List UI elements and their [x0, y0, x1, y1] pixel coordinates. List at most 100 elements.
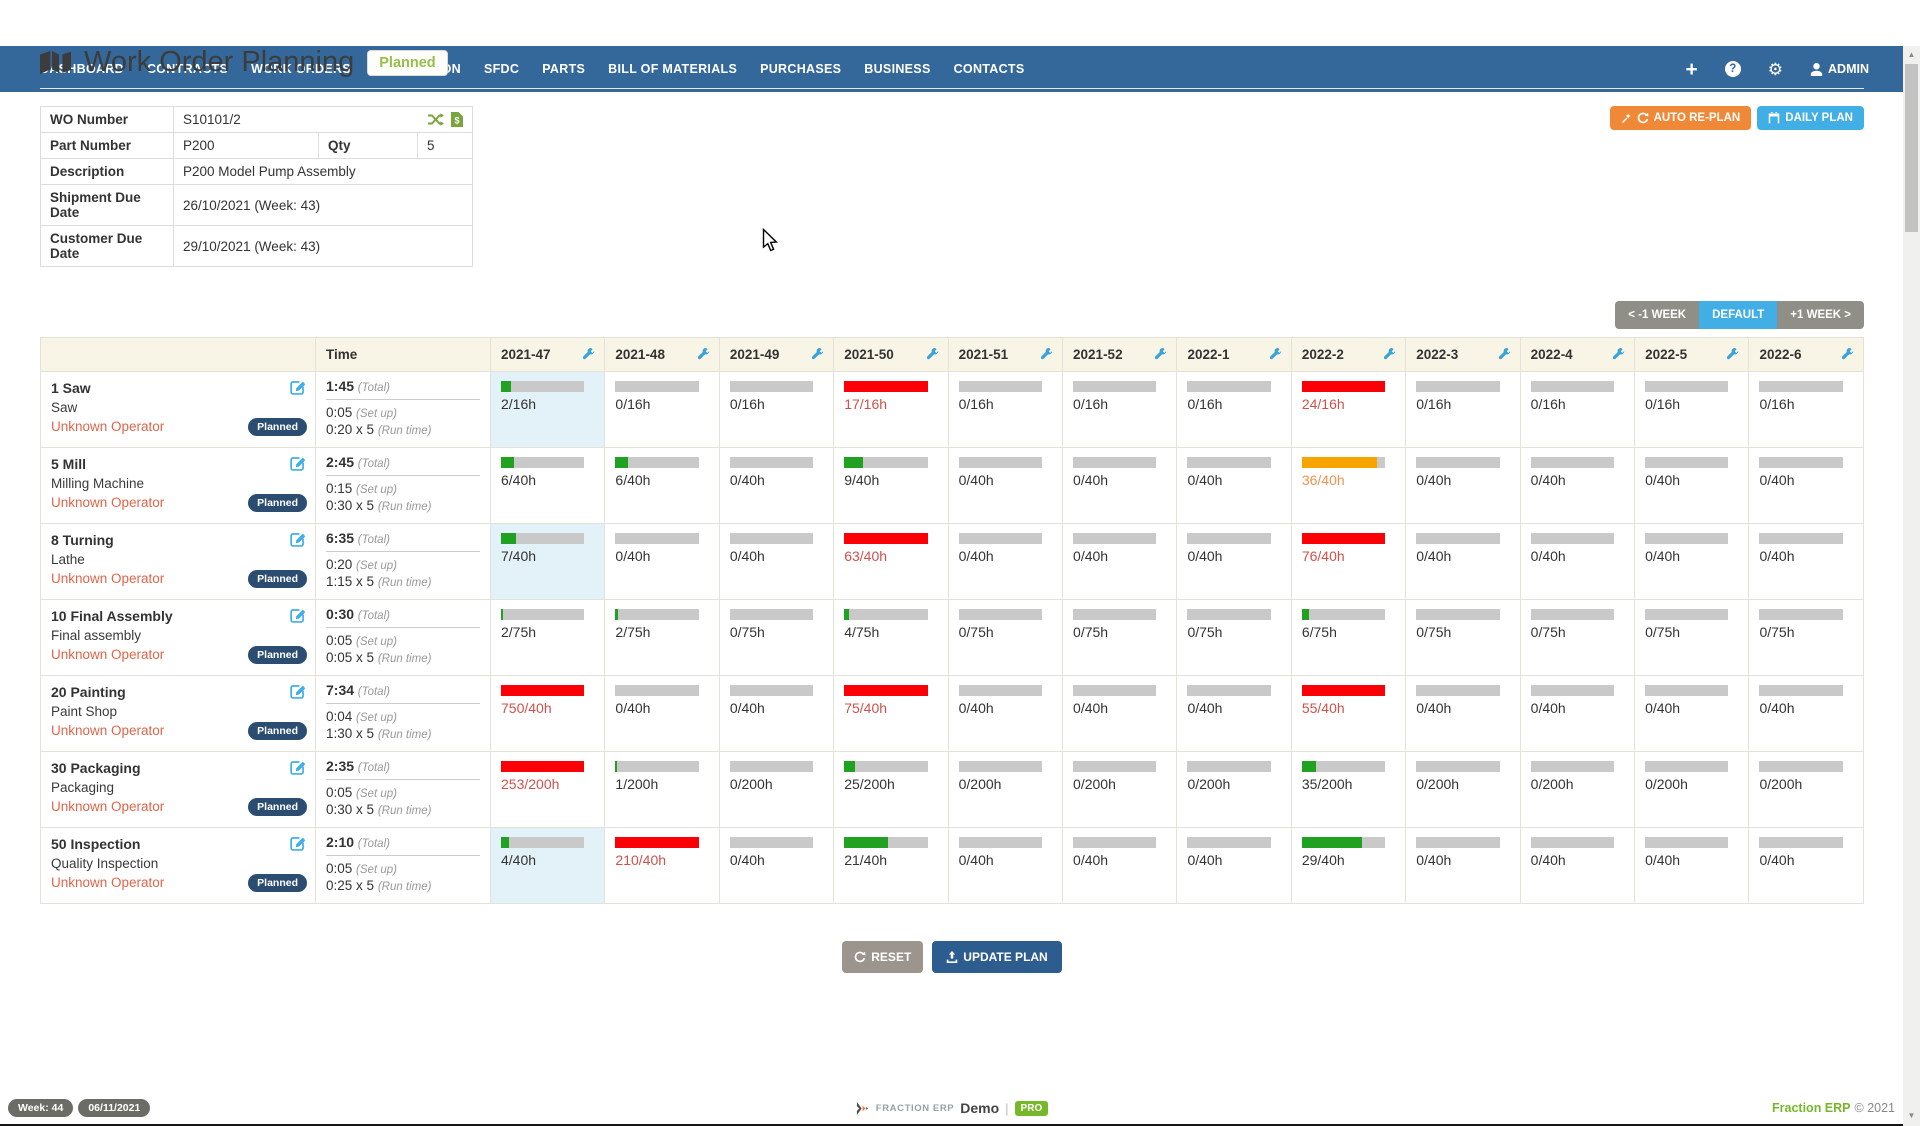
load-cell-2022-1[interactable]: 0/200h — [1176, 751, 1292, 828]
load-cell-2022-3[interactable]: 0/40h — [1405, 675, 1521, 752]
load-cell-2022-4[interactable]: 0/40h — [1519, 447, 1636, 524]
load-cell-2021-49[interactable]: 0/40h — [718, 675, 835, 752]
load-cell-2022-1[interactable]: 0/16h — [1176, 371, 1292, 448]
load-cell-2022-2[interactable]: 24/16h — [1290, 371, 1407, 448]
edit-icon[interactable] — [290, 683, 307, 700]
operator-link[interactable]: Unknown Operator — [51, 723, 165, 738]
nav-item-contacts[interactable]: CONTACTS — [953, 62, 1025, 76]
load-cell-2022-3[interactable]: 0/40h — [1405, 827, 1521, 904]
edit-icon[interactable] — [290, 759, 307, 776]
nav-item-dashboard[interactable]: DASHBOARD — [40, 62, 124, 76]
prev-week-button[interactable]: < -1 WEEK — [1615, 301, 1700, 329]
load-cell-2022-4[interactable]: 0/40h — [1519, 675, 1636, 752]
load-cell-2021-49[interactable]: 0/40h — [718, 523, 835, 600]
scroll-down-arrow[interactable]: ▼ — [1907, 1111, 1916, 1120]
load-cell-2022-1[interactable]: 0/75h — [1176, 599, 1292, 676]
load-cell-2021-51[interactable]: 0/40h — [947, 827, 1064, 904]
scroll-up-arrow[interactable]: ▲ — [1907, 50, 1916, 59]
load-cell-2021-51[interactable]: 0/16h — [947, 371, 1064, 448]
load-cell-2022-3[interactable]: 0/200h — [1405, 751, 1521, 828]
nav-item-purchases[interactable]: PURCHASES — [760, 62, 842, 76]
load-cell-2022-5[interactable]: 0/16h — [1634, 371, 1750, 448]
nav-item-contracts[interactable]: CONTRACTS — [146, 62, 229, 76]
load-cell-2021-51[interactable]: 0/75h — [947, 599, 1064, 676]
reset-button[interactable]: RESET — [842, 941, 924, 973]
load-cell-2021-50[interactable]: 63/40h — [833, 523, 949, 600]
load-cell-2021-48[interactable]: 0/16h — [604, 371, 720, 448]
shuffle-icon[interactable] — [428, 113, 444, 126]
load-cell-2021-50[interactable]: 25/200h — [833, 751, 949, 828]
wrench-icon[interactable] — [1726, 347, 1739, 360]
load-cell-2022-5[interactable]: 0/40h — [1634, 523, 1750, 600]
update-plan-button[interactable]: UPDATE PLAN — [932, 941, 1062, 973]
load-cell-2022-3[interactable]: 0/40h — [1405, 447, 1521, 524]
load-cell-2021-50[interactable]: 21/40h — [833, 827, 949, 904]
wrench-icon[interactable] — [926, 347, 939, 360]
load-cell-2021-48[interactable]: 1/200h — [604, 751, 720, 828]
invoice-icon[interactable]: $ — [451, 112, 463, 127]
load-cell-2021-50[interactable]: 75/40h — [833, 675, 949, 752]
load-cell-2021-52[interactable]: 0/75h — [1062, 599, 1178, 676]
load-cell-2021-52[interactable]: 0/40h — [1062, 447, 1178, 524]
load-cell-2022-6[interactable]: 0/75h — [1748, 599, 1864, 676]
operator-link[interactable]: Unknown Operator — [51, 647, 165, 662]
load-cell-2022-2[interactable]: 29/40h — [1290, 827, 1407, 904]
load-cell-2021-51[interactable]: 0/40h — [947, 675, 1064, 752]
load-cell-2021-49[interactable]: 0/40h — [718, 447, 835, 524]
gear-icon[interactable]: ⚙ — [1767, 59, 1784, 79]
load-cell-2021-52[interactable]: 0/200h — [1062, 751, 1178, 828]
wrench-icon[interactable] — [697, 347, 710, 360]
load-cell-2022-6[interactable]: 0/200h — [1748, 751, 1864, 828]
load-cell-2022-2[interactable]: 35/200h — [1290, 751, 1407, 828]
load-cell-2022-6[interactable]: 0/40h — [1748, 447, 1864, 524]
admin-user-menu[interactable]: ADMIN — [1810, 62, 1869, 76]
load-cell-2022-2[interactable]: 6/75h — [1290, 599, 1407, 676]
vertical-scrollbar[interactable]: ▲ ▼ — [1903, 46, 1920, 1126]
load-cell-2021-52[interactable]: 0/40h — [1062, 523, 1178, 600]
load-cell-2021-48[interactable]: 2/75h — [604, 599, 720, 676]
load-cell-2021-49[interactable]: 0/40h — [718, 827, 835, 904]
load-cell-2022-3[interactable]: 0/16h — [1405, 371, 1521, 448]
load-cell-2021-51[interactable]: 0/200h — [947, 751, 1064, 828]
wrench-icon[interactable] — [811, 347, 824, 360]
load-cell-2022-1[interactable]: 0/40h — [1176, 675, 1292, 752]
load-cell-2021-47[interactable]: 7/40h — [489, 523, 606, 600]
plus-icon[interactable]: + — [1685, 57, 1698, 81]
load-cell-2022-4[interactable]: 0/40h — [1519, 523, 1636, 600]
load-cell-2022-1[interactable]: 0/40h — [1176, 827, 1292, 904]
load-cell-2022-6[interactable]: 0/40h — [1748, 827, 1864, 904]
load-cell-2021-47[interactable]: 2/75h — [489, 599, 606, 676]
operator-link[interactable]: Unknown Operator — [51, 571, 165, 586]
load-cell-2021-50[interactable]: 4/75h — [833, 599, 949, 676]
load-cell-2022-5[interactable]: 0/40h — [1634, 827, 1750, 904]
edit-icon[interactable] — [290, 379, 307, 396]
nav-item-work-orders[interactable]: WORK ORDERS — [251, 62, 351, 76]
daily-plan-button[interactable]: DAILY PLAN — [1757, 106, 1864, 130]
default-week-button[interactable]: DEFAULT — [1699, 301, 1778, 329]
edit-icon[interactable] — [290, 607, 307, 624]
operator-link[interactable]: Unknown Operator — [51, 495, 165, 510]
load-cell-2021-47[interactable]: 6/40h — [489, 447, 606, 524]
edit-icon[interactable] — [290, 835, 307, 852]
load-cell-2022-1[interactable]: 0/40h — [1176, 447, 1292, 524]
load-cell-2021-47[interactable]: 4/40h — [489, 827, 606, 904]
load-cell-2021-47[interactable]: 750/40h — [489, 675, 606, 752]
load-cell-2021-48[interactable]: 0/40h — [604, 523, 720, 600]
nav-item-bill-of-materials[interactable]: BILL OF MATERIALS — [608, 62, 738, 76]
load-cell-2021-52[interactable]: 0/16h — [1062, 371, 1178, 448]
load-cell-2022-3[interactable]: 0/40h — [1405, 523, 1521, 600]
load-cell-2021-48[interactable]: 6/40h — [604, 447, 720, 524]
operator-link[interactable]: Unknown Operator — [51, 799, 165, 814]
load-cell-2021-48[interactable]: 210/40h — [604, 827, 720, 904]
load-cell-2022-6[interactable]: 0/16h — [1748, 371, 1864, 448]
load-cell-2022-1[interactable]: 0/40h — [1176, 523, 1292, 600]
load-cell-2021-49[interactable]: 0/75h — [718, 599, 835, 676]
wrench-icon[interactable] — [1040, 347, 1053, 360]
wrench-icon[interactable] — [1612, 347, 1625, 360]
load-cell-2022-4[interactable]: 0/200h — [1519, 751, 1636, 828]
load-cell-2022-4[interactable]: 0/40h — [1519, 827, 1636, 904]
load-cell-2021-51[interactable]: 0/40h — [947, 447, 1064, 524]
wrench-icon[interactable] — [1269, 347, 1282, 360]
load-cell-2022-6[interactable]: 0/40h — [1748, 675, 1864, 752]
auto-replan-button[interactable]: AUTO RE-PLAN — [1609, 106, 1752, 130]
